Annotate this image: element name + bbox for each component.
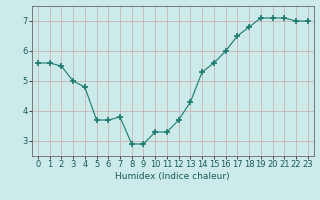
X-axis label: Humidex (Indice chaleur): Humidex (Indice chaleur) [116,172,230,181]
